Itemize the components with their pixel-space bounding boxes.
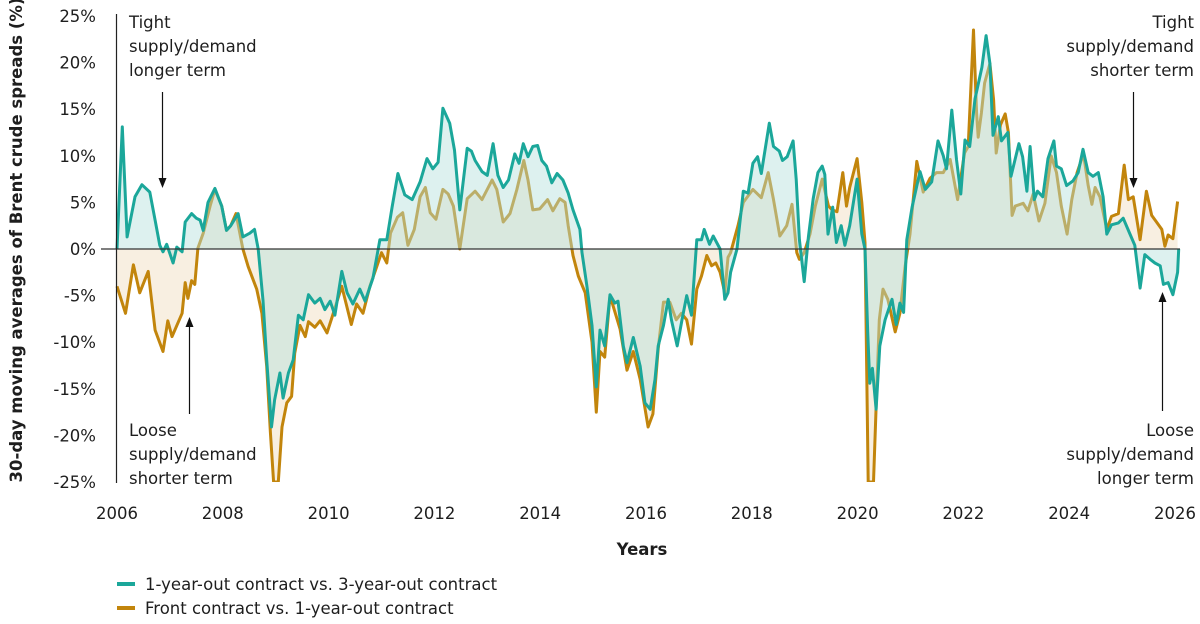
arrow-down-icon bbox=[158, 178, 167, 188]
annotation-loose-shorter: Loose supply/demand shorter term bbox=[129, 317, 257, 488]
svg-text:longer term: longer term bbox=[129, 61, 226, 80]
y-tick-label: -20% bbox=[53, 426, 96, 445]
legend: 1-year-out contract vs. 3-year-out contr… bbox=[117, 572, 497, 620]
arrow-up-icon bbox=[1158, 292, 1167, 302]
legend-label: Front contract vs. 1-year-out contract bbox=[145, 598, 454, 618]
1yr-vs-3yr-fill bbox=[117, 35, 1179, 427]
svg-text:supply/demand: supply/demand bbox=[1066, 445, 1194, 464]
y-tick-label: -10% bbox=[53, 333, 96, 352]
y-axis-ticks: 25% 20% 15% 10% 5% 0% -5% -10% -15% -20% -25% bbox=[53, 7, 96, 492]
svg-text:shorter term: shorter term bbox=[1090, 61, 1194, 80]
x-tick-label: 2008 bbox=[202, 504, 244, 523]
legend-swatch-orange bbox=[117, 606, 135, 610]
svg-text:supply/demand: supply/demand bbox=[129, 37, 257, 56]
x-axis-ticks: 2006 2008 2010 2012 2014 2016 2018 2020 2022 2024… bbox=[96, 504, 1196, 523]
svg-text:supply/demand: supply/demand bbox=[129, 445, 257, 464]
x-tick-label: 2026 bbox=[1154, 504, 1196, 523]
annotation-loose-longer: Loose supply/demand longer term bbox=[1066, 292, 1194, 488]
x-tick-label: 2014 bbox=[519, 504, 561, 523]
svg-text:Tight: Tight bbox=[128, 13, 171, 32]
svg-text:longer term: longer term bbox=[1097, 469, 1194, 488]
arrow-up-icon bbox=[185, 317, 194, 327]
x-axis-title: Years bbox=[616, 540, 668, 559]
legend-item-front-vs-1yr: Front contract vs. 1-year-out contract bbox=[117, 596, 497, 620]
y-tick-label: 0% bbox=[70, 240, 96, 259]
x-tick-label: 2018 bbox=[731, 504, 773, 523]
x-tick-label: 2024 bbox=[1048, 504, 1090, 523]
legend-swatch-teal bbox=[117, 582, 135, 586]
y-tick-label: -5% bbox=[64, 287, 96, 306]
y-tick-label: 20% bbox=[59, 54, 96, 73]
y-tick-label: 10% bbox=[59, 147, 96, 166]
legend-label: 1-year-out contract vs. 3-year-out contr… bbox=[145, 574, 498, 594]
1yr-vs-3yr-line bbox=[115, 34, 1181, 429]
x-tick-label: 2020 bbox=[837, 504, 879, 523]
svg-text:Loose: Loose bbox=[129, 421, 177, 440]
legend-item-1yr-vs-3yr: 1-year-out contract vs. 3-year-out contr… bbox=[117, 572, 497, 596]
arrow-down-icon bbox=[1129, 178, 1138, 188]
x-tick-label: 2010 bbox=[308, 504, 350, 523]
svg-text:shorter term: shorter term bbox=[129, 469, 233, 488]
y-axis-title: 30-day moving averages of Brent crude sp… bbox=[7, 0, 26, 482]
y-tick-label: 15% bbox=[59, 100, 96, 119]
x-tick-label: 2012 bbox=[413, 504, 455, 523]
x-tick-label: 2016 bbox=[625, 504, 667, 523]
y-tick-label: 25% bbox=[59, 7, 96, 26]
svg-text:Tight: Tight bbox=[1151, 13, 1194, 32]
x-tick-label: 2006 bbox=[96, 504, 138, 523]
x-tick-label: 2022 bbox=[942, 504, 984, 523]
svg-text:Loose: Loose bbox=[1146, 421, 1194, 440]
annotation-tight-shorter: Tight supply/demand shorter term bbox=[1066, 13, 1195, 188]
y-tick-label: 5% bbox=[70, 193, 96, 212]
annotation-tight-longer: Tight supply/demand longer term bbox=[128, 13, 257, 188]
y-tick-label: -25% bbox=[53, 473, 96, 492]
y-tick-label: -15% bbox=[53, 380, 96, 399]
front-vs-1yr-fill bbox=[117, 30, 1178, 482]
svg-text:supply/demand: supply/demand bbox=[1066, 37, 1194, 56]
